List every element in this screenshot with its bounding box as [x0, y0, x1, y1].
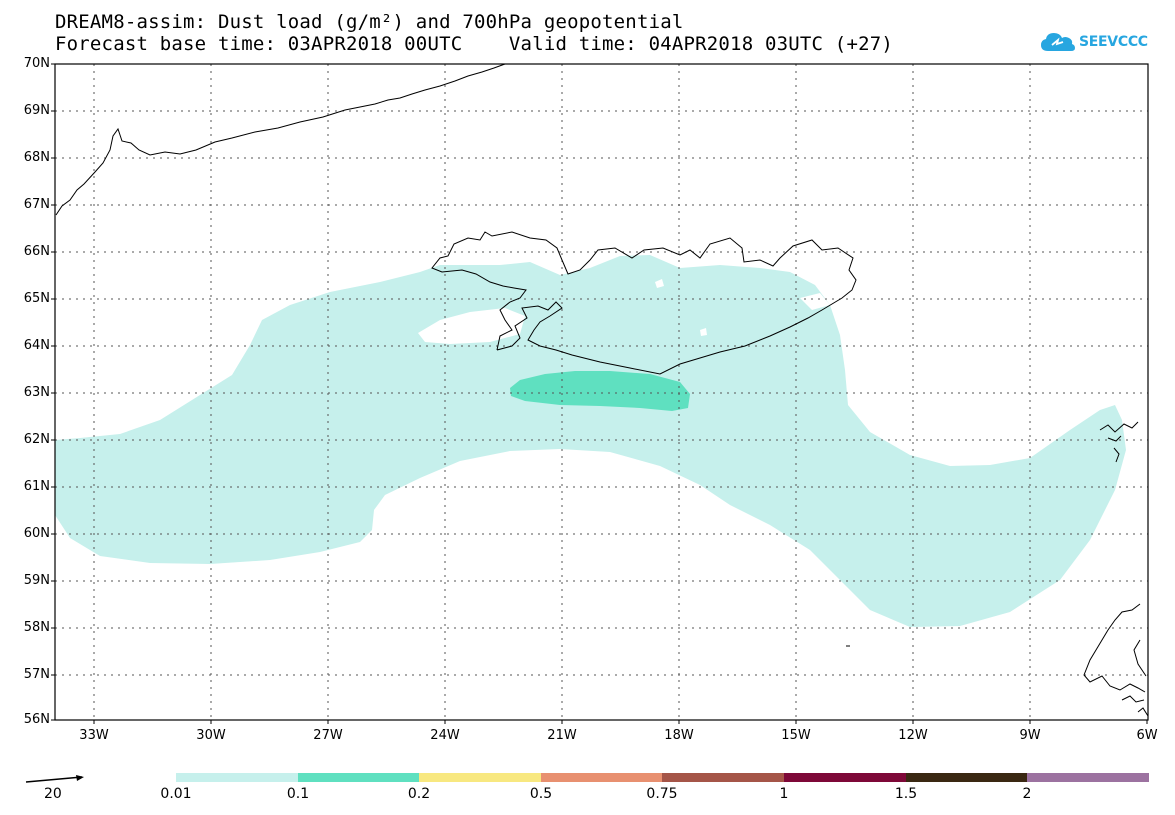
coastlines: [55, 63, 1149, 717]
colorbar-segment: [1027, 773, 1149, 782]
graticule: [55, 64, 1148, 720]
map-frame: [54, 63, 1149, 721]
lat-label: 57N: [23, 667, 50, 682]
seevccc-logo: SEEVCCC: [1040, 28, 1148, 56]
lon-label: 9W: [1019, 728, 1041, 743]
lon-label: 27W: [313, 728, 343, 743]
colorbar-label: 1.5: [894, 786, 918, 802]
lat-label: 69N: [23, 103, 50, 118]
scotland-coast: [1083, 603, 1149, 717]
lat-label: 67N: [23, 197, 50, 212]
wind-reference-label: 20: [44, 786, 62, 802]
lat-label: 65N: [23, 291, 50, 306]
lat-label: 68N: [23, 150, 50, 165]
map-ticks: [51, 63, 1148, 724]
wind-reference-arrow: [25, 775, 84, 783]
dust-load-0.01-area: [55, 255, 1126, 627]
iceland-coast: [431, 231, 857, 375]
lat-label: 64N: [23, 338, 50, 353]
chart-subtitle: Forecast base time: 03APR2018 00UTC Vali…: [55, 33, 894, 55]
lon-label: 21W: [547, 728, 577, 743]
colorbar-segment: [298, 773, 419, 782]
lon-label: 18W: [664, 728, 694, 743]
lon-label: 24W: [430, 728, 460, 743]
colorbar-label: 0.2: [407, 786, 431, 802]
greenland-coast: [55, 63, 506, 216]
colorbar-segment: [176, 773, 298, 782]
faroe-islands: [1099, 421, 1139, 463]
colorbar-label: 0.75: [646, 786, 678, 802]
chart-title: DREAM8-assim: Dust load (g/m²) and 700hP…: [55, 11, 684, 33]
colorbar-label: 0.1: [286, 786, 310, 802]
dust-load-0.1-area: [510, 371, 690, 411]
lat-label: 70N: [23, 56, 50, 71]
lon-label: 12W: [898, 728, 928, 743]
colorbar-label: 1: [779, 786, 789, 802]
lon-label: 6W: [1136, 728, 1158, 743]
colorbar-segment: [784, 773, 906, 782]
cloud-icon: [1041, 33, 1075, 51]
lon-label: 15W: [781, 728, 811, 743]
colorbar-label: 0.01: [160, 786, 192, 802]
lon-label: 33W: [79, 728, 109, 743]
colorbar-segment: [419, 773, 541, 782]
lat-label: 66N: [23, 244, 50, 259]
lat-label: 63N: [23, 385, 50, 400]
colorbar-segment: [906, 773, 1027, 782]
colorbar-segment: [662, 773, 784, 782]
lat-label: 56N: [23, 712, 50, 727]
colorbar-segment: [541, 773, 662, 782]
lat-label: 62N: [23, 432, 50, 447]
colorbar-label: 0.5: [529, 786, 553, 802]
lat-label: 61N: [23, 479, 50, 494]
lat-label: 59N: [23, 573, 50, 588]
lat-label: 58N: [23, 620, 50, 635]
lat-label: 60N: [23, 526, 50, 541]
colorbar-label: 2: [1022, 786, 1032, 802]
lon-label: 30W: [196, 728, 226, 743]
logo-text: SEEVCCC: [1079, 34, 1148, 50]
